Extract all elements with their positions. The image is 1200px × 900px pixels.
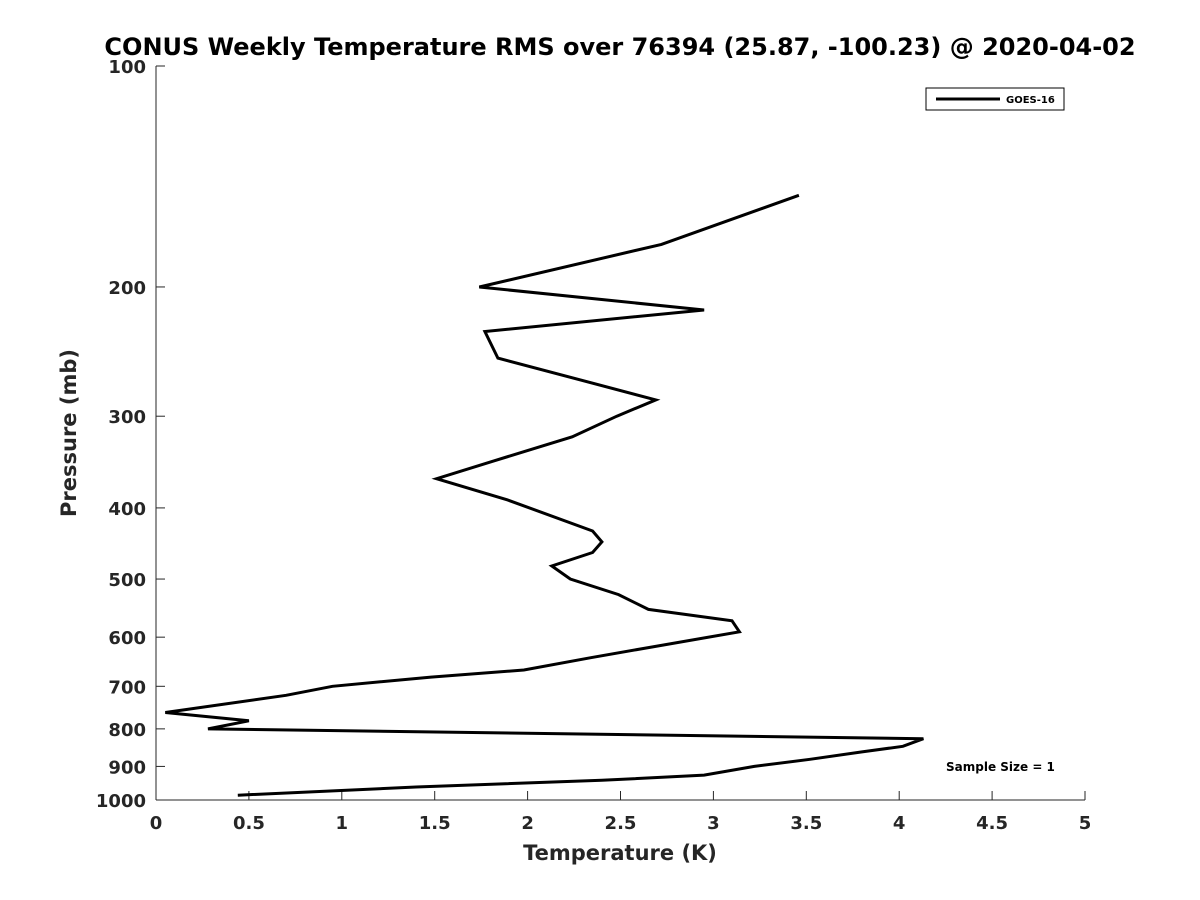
y-tick-label: 600 [108, 628, 146, 649]
y-tick-label: 100 [108, 57, 146, 78]
y-tick-label: 1000 [96, 791, 146, 812]
y-axis-label: Pressure (mb) [57, 349, 81, 517]
legend: GOES-16 [925, 87, 1065, 111]
x-tick-label: 3 [707, 813, 720, 834]
x-ticks: 0 0.5 1 1.5 2 2.5 3 3.5 4 4.5 5 [150, 791, 1092, 834]
y-tick-label: 300 [108, 407, 146, 428]
legend-label-goes-16: GOES-16 [1006, 95, 1055, 106]
chart-title: CONUS Weekly Temperature RMS over 76394 … [104, 33, 1135, 61]
x-tick-label: 1 [336, 813, 349, 834]
x-tick-label: 2.5 [605, 813, 637, 834]
x-tick-label: 2 [521, 813, 534, 834]
plot-area: 0 0.5 1 1.5 2 2.5 3 3.5 4 4.5 5 100 200 300 400 500 600… [96, 57, 1091, 834]
x-tick-label: 4.5 [976, 813, 1008, 834]
x-tick-label: 1.5 [419, 813, 451, 834]
y-tick-label: 500 [108, 570, 146, 591]
x-tick-label: 0 [150, 813, 163, 834]
x-tick-label: 4 [893, 813, 906, 834]
y-tick-label: 700 [108, 677, 146, 698]
x-tick-label: 3.5 [790, 813, 822, 834]
x-tick-label: 5 [1079, 813, 1092, 834]
y-tick-label: 400 [108, 499, 146, 520]
y-tick-label: 900 [108, 757, 146, 778]
x-tick-label: 0.5 [233, 813, 265, 834]
y-tick-label: 200 [108, 278, 146, 299]
series-layer [165, 193, 924, 797]
sample-size-annotation: Sample Size = 1 [946, 760, 1055, 774]
y-ticks: 100 200 300 400 500 600 700 800 900 1000 [96, 57, 165, 812]
y-tick-label: 800 [108, 720, 146, 741]
x-axis-label: Temperature (K) [523, 841, 717, 865]
